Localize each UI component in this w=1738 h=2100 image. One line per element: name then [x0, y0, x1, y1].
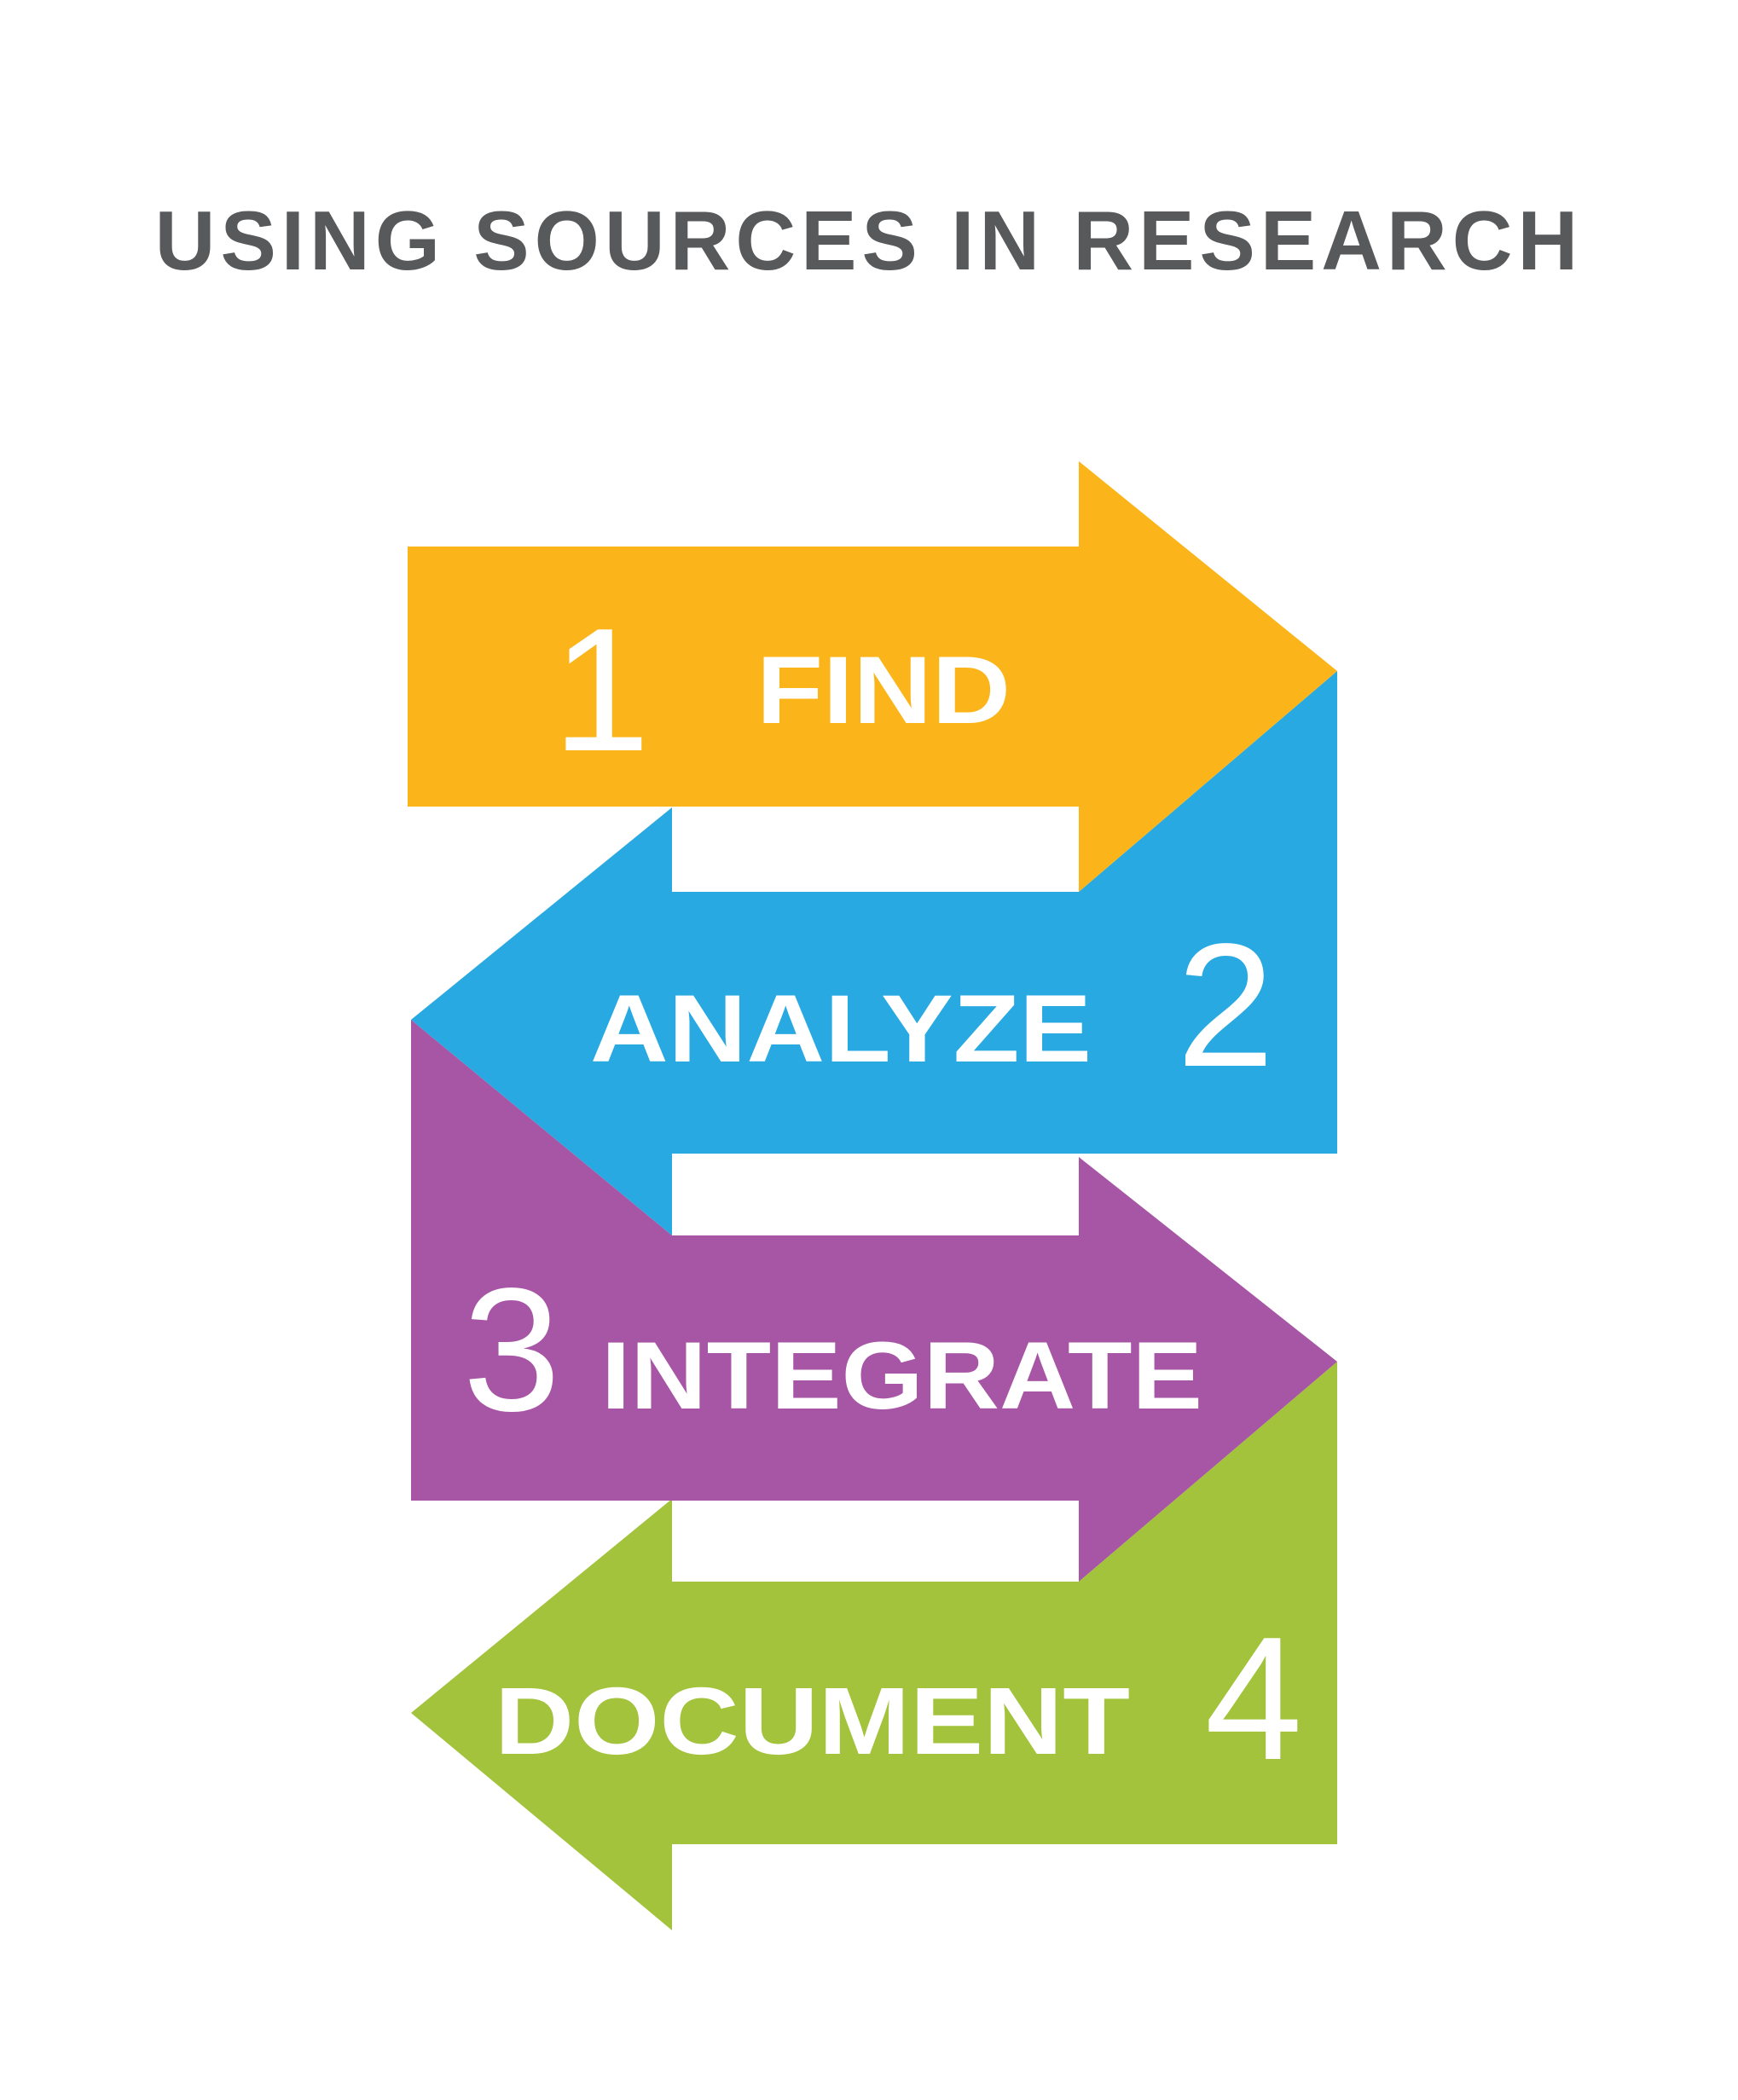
step-4-number: 4 [1205, 1600, 1303, 1796]
step-1-arrow-shape [408, 461, 1337, 892]
step-3-arrow: 3 INTEGRATE [411, 1020, 1337, 1582]
step-2-label: ANALYZE [590, 975, 1092, 1082]
step-4-arrow: 4 DOCUMENT [411, 1362, 1337, 1930]
step-2-arrow-shape [411, 671, 1337, 1235]
step-1-label: FIND [756, 637, 1011, 743]
page-title: USING SOURCES IN RESEARCH [154, 194, 1584, 287]
step-4-arrow-shape [411, 1362, 1337, 1930]
step-3-number: 3 [463, 1252, 561, 1448]
step-4-label: DOCUMENT [495, 1668, 1130, 1774]
step-2-arrow: 2 ANALYZE [411, 671, 1337, 1235]
step-3-label: INTEGRATE [601, 1322, 1202, 1429]
step-1-arrow: 1 FIND [408, 461, 1337, 892]
step-2-number: 2 [1177, 907, 1275, 1103]
step-1-number: 1 [553, 592, 651, 788]
step-3-arrow-shape [411, 1020, 1337, 1582]
